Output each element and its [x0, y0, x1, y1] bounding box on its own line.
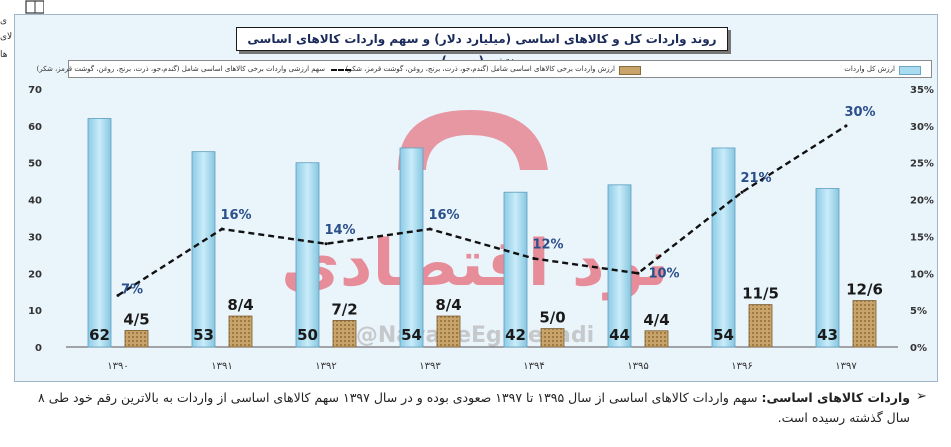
legend-swatch-total	[899, 66, 921, 75]
edge-fragment-3: ها	[0, 50, 8, 60]
share-line-path	[117, 124, 847, 297]
bar-total-label: 44	[609, 326, 630, 344]
bar-total-label: 50	[297, 326, 318, 344]
watermark-text: نود اقتصادی	[281, 227, 669, 301]
share-line-point	[532, 257, 536, 261]
axes: 0 10 20 30 40 50 60 70 0% 5% 10% 15% 20% 25% 30% 35% ۱۳۹…	[28, 85, 934, 372]
legend-label-staples: ارزش واردات برخی کالاهای اساسی شامل (گند…	[345, 65, 615, 73]
y-left-tick-label: 0	[35, 343, 42, 354]
y-left-tick-label: 40	[28, 196, 42, 207]
share-line-label: 30%	[844, 105, 875, 120]
bar-staple-label: 4/4	[643, 311, 669, 329]
share-line-label: 21%	[740, 171, 771, 186]
share-line-label: 16%	[428, 208, 459, 223]
y-left-tick-label: 10	[28, 306, 42, 317]
y-right-tick-label: 15%	[910, 232, 934, 243]
edge-fragment-1: ی	[0, 16, 8, 26]
y-right-tick-label: 35%	[910, 85, 934, 96]
share-line-point	[324, 242, 328, 246]
bar-total-imports	[399, 147, 424, 348]
x-tick-label: ۱۳۹۱	[211, 361, 232, 372]
x-tick-label: ۱۳۹۳	[419, 361, 441, 372]
bar-staple-imports	[852, 300, 877, 348]
y-right-tick-label: 10%	[910, 269, 934, 280]
bar-staple-label: 7/2	[331, 300, 357, 318]
bar-staple-label: 8/4	[227, 296, 253, 314]
share-line	[116, 124, 848, 297]
x-tick-label: ۱۳۹۶	[731, 361, 752, 372]
bar-total-label: 53	[193, 326, 214, 344]
legend-swatch-staples	[619, 66, 641, 75]
y-right-tick-label: 20%	[910, 196, 934, 207]
y-right-tick-label: 30%	[910, 122, 934, 133]
share-line-label: 7%	[121, 282, 143, 297]
share-line-label: 14%	[324, 223, 355, 238]
bar-staple-label: 8/4	[435, 296, 461, 314]
x-tick-label: ۱۳۹۲	[315, 361, 336, 372]
y-left-tick-label: 70	[28, 85, 42, 96]
edge-fragment-2: لای	[0, 32, 13, 42]
share-line-point	[220, 227, 224, 231]
bar-staple-label: 12/6	[846, 281, 883, 299]
bar-total-imports	[87, 118, 112, 348]
bar-total-imports	[607, 184, 632, 348]
share-line-point	[636, 271, 640, 275]
bar-total-imports	[191, 151, 216, 348]
legend-label-share: سهم ارزشی واردات برخی کالاهای اساسی شامل…	[36, 65, 326, 73]
y-right-tick-label: 0%	[910, 343, 927, 354]
caption-heading: واردات کالاهای اساسی:	[761, 390, 910, 405]
bar-total-imports	[711, 147, 736, 348]
bullet-arrow-icon: ➢	[916, 389, 927, 404]
x-tick-label: ۱۳۹۰	[107, 361, 128, 372]
share-line-point	[844, 124, 848, 128]
y-right-tick-label: 5%	[910, 306, 927, 317]
bar-total-label: 62	[89, 326, 110, 344]
bar-staple-label: 5/0	[539, 309, 565, 327]
bar-staple-imports	[644, 330, 669, 348]
share-line-label: 16%	[220, 208, 251, 223]
caption-body: سهم واردات کالاهای اساسی از سال ۱۳۹۵ تا …	[38, 390, 910, 425]
bar-staple-imports	[540, 328, 565, 348]
bar-total-label: 43	[817, 326, 838, 344]
bar-total-imports	[295, 162, 320, 348]
bar-total-label: 54	[401, 326, 422, 344]
x-tick-label: ۱۳۹۴	[523, 361, 544, 372]
share-line-label: 10%	[648, 266, 679, 281]
x-tick-label: ۱۳۹۵	[627, 361, 648, 372]
watermark: نود اقتصادی@NavadeEghtesadi	[281, 110, 669, 348]
bar-staple-imports	[748, 304, 773, 348]
y-left-tick-label: 30	[28, 232, 42, 243]
bar-total-label: 42	[505, 326, 526, 344]
bar-staple-label: 4/5	[123, 310, 149, 328]
bar-staple-imports	[124, 330, 149, 348]
y-left-tick-label: 60	[28, 122, 42, 133]
share-line-point	[740, 190, 744, 194]
bar-total-imports	[815, 188, 840, 348]
bar-staple-imports	[332, 320, 357, 348]
y-left-tick-label: 50	[28, 159, 42, 170]
bar-staple-imports	[436, 315, 461, 348]
share-line-label: 12%	[532, 238, 563, 253]
caption: واردات کالاهای اساسی: سهم واردات کالاهای…	[30, 388, 910, 428]
y-right-tick-label: 25%	[910, 159, 934, 170]
y-left-tick-label: 20	[28, 269, 42, 280]
data-labels: 62 4/5 53 8/4 50 7/2 54 8/4 42 5/0 44 4/4 54 11/5 43 12…	[89, 105, 883, 344]
watermark-logo-arc	[398, 110, 548, 170]
bar-total-label: 54	[713, 326, 734, 344]
bar-staple-label: 11/5	[742, 285, 779, 303]
bar-staple-imports	[228, 315, 253, 348]
share-line-point	[116, 293, 120, 297]
bars	[87, 118, 877, 348]
legend-label-total: ارزش کل واردات	[844, 65, 895, 73]
legend-swatch-share	[331, 69, 351, 71]
legend: ارزش کل واردات ارزش واردات برخی کالاهای …	[37, 60, 932, 78]
chart-title: روند واردات کل و کالاهای اساسی (میلیارد …	[236, 27, 728, 68]
share-line-point	[428, 227, 432, 231]
bar-total-imports	[503, 191, 528, 348]
x-tick-label: ۱۳۹۷	[835, 361, 857, 372]
